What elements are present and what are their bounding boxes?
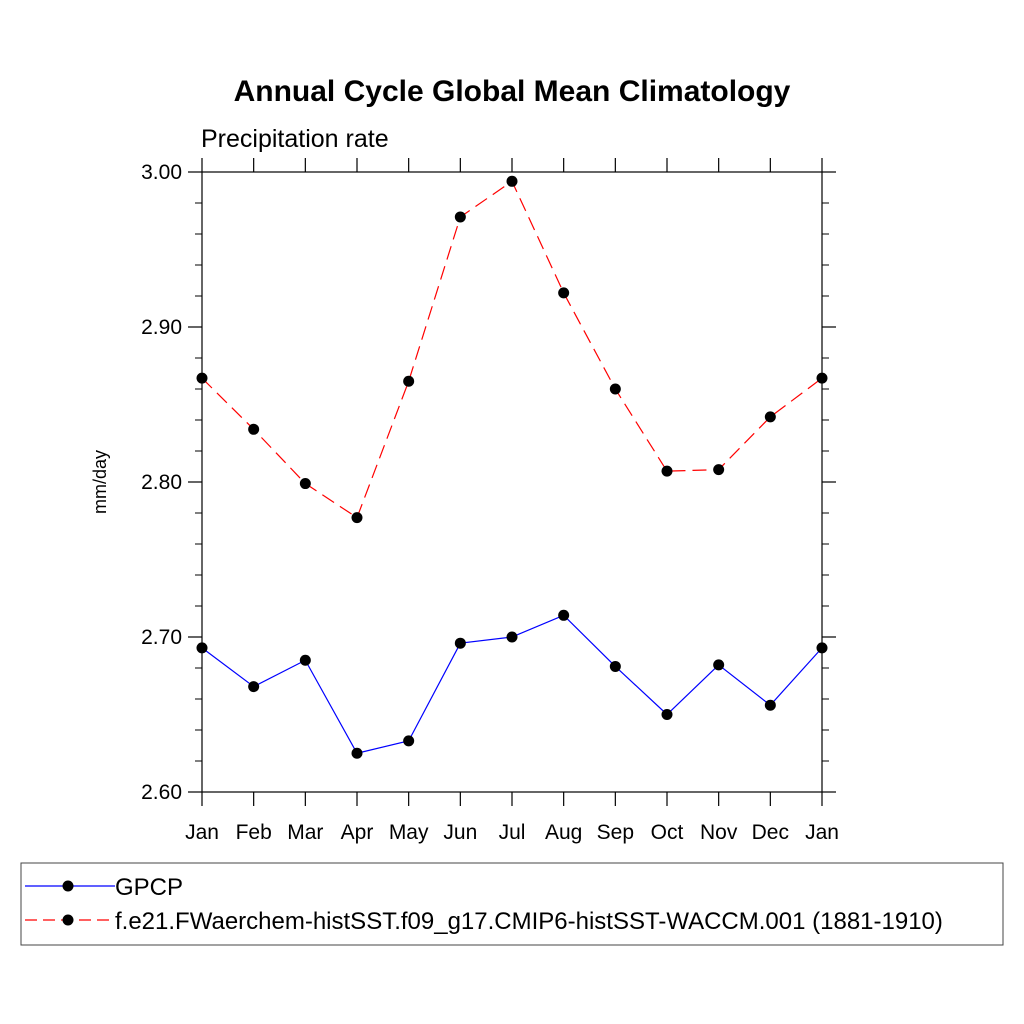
x-tick-label: Nov (700, 821, 738, 844)
series-1-point (248, 681, 260, 693)
x-tick-label: Jan (805, 821, 839, 844)
series-1-point (351, 747, 363, 759)
series-1-point (558, 609, 570, 621)
legend-marker-2 (62, 914, 74, 926)
chart-title: Annual Cycle Global Mean Climatology (234, 75, 791, 108)
series-2-point (506, 175, 518, 187)
x-tick-label: Apr (341, 821, 374, 844)
legend-box (20, 862, 1004, 946)
x-tick-label: Feb (236, 821, 272, 844)
y-tick-label: 2.90 (141, 316, 182, 339)
legend: GPCP f.e21.FWaerchem-histSST.f09_g17.CMIP… (20, 862, 1004, 946)
x-tick-label: Jul (499, 821, 526, 844)
series-1-point (454, 637, 466, 649)
axes: 2.60 2.70 2.80 2.90 3.00 Jan Feb Mar Apr May Jun Ju… (141, 158, 839, 844)
series-2-point (351, 512, 363, 524)
series-1-point (713, 659, 725, 671)
y-tick-label: 2.60 (141, 781, 182, 804)
y-tick-label: 2.70 (141, 626, 182, 649)
series-1-point (196, 642, 208, 654)
series-1-point (816, 642, 828, 654)
x-tick-label: Dec (752, 821, 789, 844)
series-1-point (661, 709, 673, 720)
series-2-point (661, 465, 673, 477)
series-2-point (713, 464, 725, 476)
y-tick-label: 2.80 (141, 471, 182, 494)
x-tick-label: Mar (287, 821, 323, 844)
series-line-2 (201, 180, 823, 519)
series-1-point (506, 631, 518, 643)
x-tick-label: Jun (443, 821, 477, 844)
x-tick-label: May (389, 821, 429, 844)
series-2-point (816, 372, 828, 384)
series-2-point (609, 383, 621, 395)
series-1-point (299, 654, 311, 666)
plot-frame (201, 171, 823, 793)
series-1-point (609, 660, 621, 672)
series-2-point (454, 211, 466, 223)
legend-marker-1 (62, 880, 74, 892)
series-2-point (196, 372, 208, 384)
series-2-point (764, 411, 776, 423)
x-tick-label: Jan (185, 821, 219, 844)
series-group (196, 175, 828, 759)
y-tick-label: 3.00 (141, 161, 182, 184)
y-axis-label: mm/day (90, 450, 110, 514)
series-2-point (248, 423, 260, 435)
legend-label-1: GPCP (115, 874, 183, 901)
x-tick-label: Sep (597, 821, 634, 844)
legend-label-2: f.e21.FWaerchem-histSST.f09_g17.CMIP6-hi… (115, 908, 943, 935)
series-2-point (299, 478, 311, 490)
x-tick-label: Oct (651, 821, 684, 844)
series-1-point (764, 699, 776, 711)
chart-subtitle: Precipitation rate (201, 125, 389, 153)
series-2-point (558, 287, 570, 299)
series-1-point (403, 735, 415, 747)
series-2-point (403, 375, 415, 387)
x-tick-label: Aug (545, 821, 582, 844)
